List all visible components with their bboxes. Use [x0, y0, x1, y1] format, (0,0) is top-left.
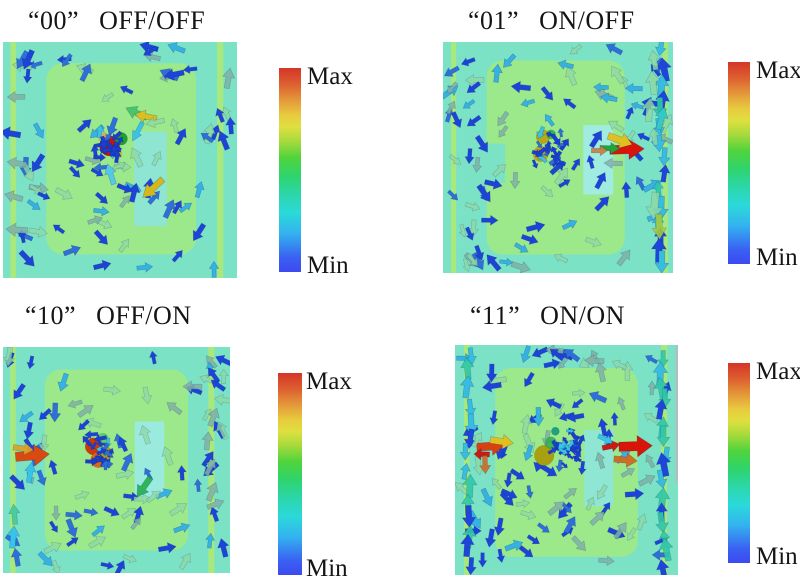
panel-code-label: “10”: [25, 301, 77, 330]
vector-field-plot-01: [443, 42, 673, 273]
colorbar-max-label: Max: [756, 358, 800, 385]
panel-code-label: “00”: [28, 6, 80, 35]
colorbar-01: Max Min: [728, 58, 800, 270]
vector-field-plot-11: [455, 345, 678, 575]
panel-state-label: OFF/OFF: [99, 6, 206, 35]
panel-title-10: “10” OFF/ON: [25, 301, 192, 331]
panel-code-label: “01”: [468, 6, 520, 35]
colorbar-gradient: [728, 62, 750, 264]
colorbar-min-label: Min: [306, 555, 348, 579]
colorbar-min-label: Min: [756, 543, 798, 570]
panel-title-00: “00” OFF/OFF: [28, 6, 205, 36]
colorbar-gradient: [728, 363, 750, 563]
colorbar-min-label: Min: [307, 252, 349, 279]
colorbar-10: Max Min: [278, 369, 373, 579]
vector-field-plot-10: [3, 347, 230, 573]
colorbar-11: Max Min: [728, 359, 800, 569]
colorbar-max-label: Max: [307, 63, 353, 90]
colorbar-gradient: [278, 373, 302, 575]
colorbar-min-label: Min: [756, 244, 798, 271]
colorbar-00: Max Min: [279, 64, 374, 278]
panel-title-01: “01” ON/OFF: [468, 6, 635, 36]
panel-state-label: ON/OFF: [539, 6, 635, 35]
colorbar-max-label: Max: [306, 368, 352, 395]
colorbar-gradient: [279, 68, 301, 272]
panel-title-11: “11” ON/ON: [470, 301, 625, 331]
panel-state-label: ON/ON: [540, 301, 625, 330]
panel-code-label: “11”: [470, 301, 521, 330]
panel-state-label: OFF/ON: [96, 301, 192, 330]
colorbar-max-label: Max: [756, 57, 800, 84]
vector-field-plot-00: [3, 42, 237, 278]
